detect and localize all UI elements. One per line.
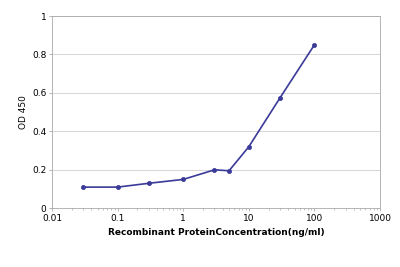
X-axis label: Recombinant ProteinConcentration(ng/ml): Recombinant ProteinConcentration(ng/ml) [108,228,324,237]
Y-axis label: OD 450: OD 450 [19,95,28,129]
